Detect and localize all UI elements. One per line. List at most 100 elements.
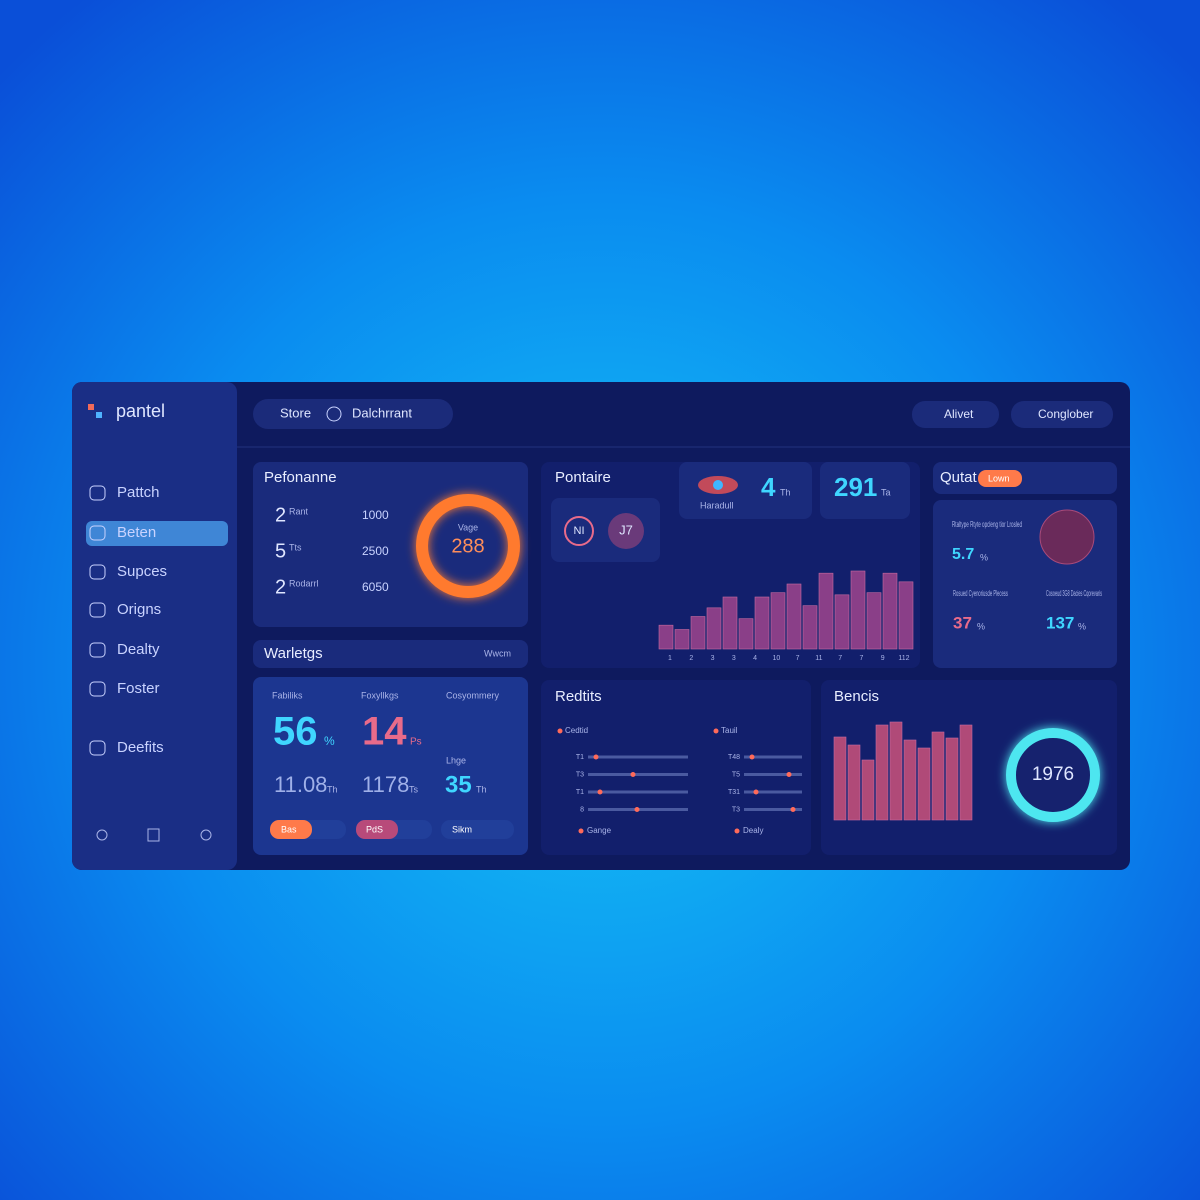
ring-value: 288 (451, 535, 484, 557)
legend-dot (713, 728, 719, 734)
row-note: Rodarrl (289, 578, 319, 588)
row-label: T48 (728, 754, 740, 761)
bar (945, 737, 959, 821)
nav-item[interactable]: Deefits (117, 739, 164, 756)
round-button[interactable] (564, 516, 594, 546)
brand: pantel (116, 401, 165, 421)
slider-knob[interactable] (753, 789, 759, 795)
bar (847, 744, 861, 821)
icon (713, 480, 723, 490)
breadcrumb-item[interactable]: Dalchrrant (352, 405, 412, 420)
footer-icon[interactable] (147, 828, 160, 842)
breadcrumb[interactable] (253, 399, 453, 429)
nav-item[interactable]: Beten (117, 524, 156, 541)
footer-icon[interactable] (96, 829, 108, 841)
nav-icon[interactable] (89, 602, 106, 618)
bar (917, 747, 931, 821)
nav-item[interactable]: Supces (117, 563, 167, 580)
row-amount: 6050 (362, 580, 389, 594)
pill-label[interactable]: Sikm (452, 824, 472, 834)
bar (882, 572, 898, 650)
slider-knob[interactable] (749, 754, 755, 760)
nav-icon[interactable] (89, 642, 106, 658)
link[interactable]: Wwcm (484, 648, 511, 658)
bar (706, 607, 722, 650)
action-button[interactable] (912, 401, 999, 428)
bar (770, 592, 786, 650)
row-label: T5 (732, 771, 740, 778)
nav-icon[interactable] (89, 681, 106, 697)
x-tick-label: 7 (860, 655, 864, 662)
slider-knob[interactable] (597, 789, 603, 795)
card-title: Redtits (555, 688, 602, 705)
legend-dot (557, 728, 563, 734)
slider-knob[interactable] (790, 807, 796, 812)
kpi-unit: Ta (881, 487, 891, 497)
x-tick-label: 2 (689, 655, 693, 662)
row-label: T31 (728, 789, 740, 796)
card-title: Pontaire (555, 469, 611, 486)
footer-icon[interactable] (200, 829, 212, 841)
card-title: Qutat (940, 469, 978, 486)
card-title: Warletgs (264, 645, 323, 662)
stat-unit: Ts (409, 784, 419, 794)
x-tick-label: 4 (753, 655, 757, 662)
round-button[interactable] (608, 513, 644, 549)
action-label[interactable]: Conglober (1038, 407, 1093, 421)
card-title: Pefonanne (264, 469, 337, 486)
kpi-label: Haradull (700, 500, 734, 510)
bar (834, 594, 850, 650)
button-label[interactable]: NI (574, 525, 585, 537)
nav-icon[interactable] (89, 564, 106, 580)
nav-item[interactable]: Dealty (117, 641, 160, 658)
stat-value: 14 (362, 710, 407, 754)
nav-icon[interactable] (89, 525, 106, 541)
stat-unit: Ps (410, 737, 422, 748)
bar (875, 724, 889, 821)
bar (861, 759, 875, 821)
nav-item[interactable]: Pattch (117, 484, 160, 501)
bar-chart (833, 721, 973, 821)
bar (931, 731, 945, 821)
icon (326, 406, 342, 422)
nav-item[interactable]: Origns (117, 601, 161, 618)
stat-label: Fabiliks (272, 690, 303, 700)
action-label[interactable]: Alivet (944, 407, 974, 421)
pill[interactable] (270, 820, 312, 839)
kpi-label: Rosued Cyenoriusde Plecess (953, 589, 1008, 598)
footer-label: Dealy (743, 826, 763, 835)
nav-icon[interactable] (89, 485, 106, 501)
slider-knob[interactable] (786, 772, 792, 777)
pill-label[interactable]: PdS (366, 824, 383, 834)
nav-item[interactable]: Foster (117, 680, 160, 697)
bar (786, 583, 802, 650)
pill[interactable] (356, 820, 398, 839)
x-tick-label: 3 (732, 655, 736, 662)
x-tick-label: 112 (898, 655, 909, 662)
pill[interactable] (441, 820, 514, 839)
note: Rtaltype Rtyte opcleng tior Lrosled (952, 520, 1022, 529)
pill-label[interactable]: Bas (281, 824, 297, 834)
slider-knob[interactable] (593, 754, 599, 760)
stat-unit: Th (327, 784, 338, 794)
bar (690, 616, 706, 650)
row-value: 2 (275, 504, 286, 526)
bar (754, 596, 770, 650)
nav-icon[interactable] (89, 740, 106, 756)
bar (850, 570, 866, 650)
breadcrumb-item[interactable]: Store (280, 405, 311, 420)
slider-knob[interactable] (630, 772, 636, 777)
kpi-value: 291 (834, 472, 877, 502)
bar-chart: 1 2 3 3 4 10 7 11 7 7 9 112 (658, 570, 914, 662)
row-label: T3 (732, 806, 740, 813)
slider-knob[interactable] (634, 807, 640, 812)
kpi-value: 137 (1046, 613, 1074, 632)
bar (898, 581, 914, 650)
action-button[interactable] (1011, 401, 1113, 428)
legend-dot (578, 828, 584, 834)
x-tick-label: 3 (711, 655, 715, 662)
button-label[interactable]: J7 (619, 522, 633, 537)
